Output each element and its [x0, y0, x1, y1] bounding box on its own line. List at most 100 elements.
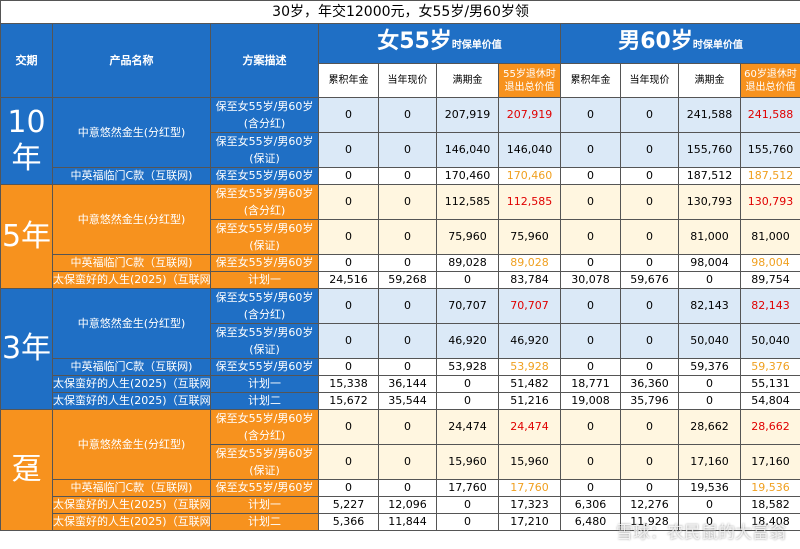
table-row: 10年 中意悠然金生(分红型) 保至女55岁/男60岁(含分红) 0 0 207,919 2… — [0, 97, 800, 185]
value-cell: 0 — [560, 444, 621, 480]
table-row: 保至女55岁/男60岁(保证) 0 0 46,920 46,920 0 0 50,040 50,… — [1, 323, 800, 359]
value-cell: 155,760 — [739, 132, 800, 168]
table-row: 中英福临门C款（互联网) 保至女55岁/男60岁 0 0 53,928 53,928 0 0 5… — [1, 358, 800, 376]
value-cell: 89,028 — [498, 254, 561, 272]
value-cell: 0 — [436, 271, 499, 289]
header-term: 交期 — [0, 23, 53, 98]
value-cell: 82,143 — [678, 288, 741, 324]
product-cell: 中意悠然金生(分红型) — [52, 184, 211, 255]
value-cell: 15,672 — [318, 392, 379, 410]
comparison-table: 30岁，年交12000元，女55岁/男60岁领 交期 产品名称 方案描述 女55… — [0, 0, 800, 531]
value-cell: 0 — [560, 479, 621, 497]
value-cell: 0 — [436, 392, 499, 410]
plan-cell: 保至女55岁/男60岁 — [210, 167, 319, 185]
value-cell: 170,460 — [498, 167, 561, 185]
value-cell: 130,793 — [739, 184, 800, 220]
value-cell: 0 — [378, 288, 437, 324]
value-cell: 207,919 — [436, 97, 499, 133]
value-cell: 12,276 — [620, 496, 679, 514]
value-cell: 17,760 — [498, 479, 561, 497]
value-cell: 0 — [620, 288, 679, 324]
table-row: 太保蛮好的人生(2025)（互联网) 计划二 15,672 35,544 0 51,216… — [1, 392, 800, 410]
product-cell: 中意悠然金生(分红型) — [52, 97, 211, 168]
value-cell: 241,588 — [739, 97, 800, 133]
header-plan: 方案描述 — [210, 23, 319, 98]
plan-cell: 保至女55岁/男60岁(含分红) — [210, 409, 319, 445]
product-cell: 太保蛮好的人生(2025)（互联网) — [52, 496, 211, 514]
plan-cell: 计划一 — [210, 271, 319, 289]
value-cell: 46,920 — [498, 323, 561, 359]
value-cell: 0 — [620, 323, 679, 359]
value-cell: 0 — [318, 288, 379, 324]
value-cell: 0 — [318, 323, 379, 359]
table-row: 5年 中意悠然金生(分红型) 保至女55岁/男60岁(含分红) 0 0 112,585 11… — [0, 184, 800, 289]
value-cell: 0 — [378, 219, 437, 255]
value-cell: 0 — [560, 167, 621, 185]
value-cell: 15,338 — [318, 375, 379, 393]
value-cell: 30,078 — [560, 271, 621, 289]
value-cell: 0 — [378, 132, 437, 168]
value-cell: 6,306 — [560, 496, 621, 514]
value-cell: 59,268 — [378, 271, 437, 289]
col-header: 累积年金 — [560, 63, 621, 98]
value-cell: 0 — [560, 97, 621, 133]
value-cell: 11,844 — [378, 513, 437, 531]
product-cell: 太保蛮好的人生(2025)（互联网) — [52, 271, 211, 289]
female-suffix: 时保单价值 — [451, 39, 502, 51]
value-cell: 24,516 — [318, 271, 379, 289]
value-cell: 0 — [678, 375, 741, 393]
value-cell: 11,928 — [620, 513, 679, 531]
value-cell: 0 — [620, 479, 679, 497]
value-cell: 146,040 — [498, 132, 561, 168]
value-cell: 28,662 — [739, 409, 800, 445]
value-cell: 0 — [378, 184, 437, 220]
col-header: 累积年金 — [318, 63, 379, 98]
value-cell: 24,474 — [436, 409, 499, 445]
value-cell: 0 — [378, 358, 437, 376]
value-cell: 207,919 — [498, 97, 561, 133]
male-suffix: 时保单价值 — [692, 39, 743, 51]
table-title: 30岁，年交12000元，女55岁/男60岁领 — [0, 0, 800, 24]
female-label: 女55岁 — [377, 28, 452, 54]
value-cell: 0 — [678, 271, 741, 289]
value-cell: 46,920 — [436, 323, 499, 359]
value-cell: 98,004 — [678, 254, 741, 272]
value-cell: 82,143 — [739, 288, 800, 324]
plan-cell: 保至女55岁/男60岁 — [210, 358, 319, 376]
value-cell: 17,323 — [498, 496, 561, 514]
value-cell: 35,796 — [620, 392, 679, 410]
value-cell: 0 — [436, 375, 499, 393]
value-cell: 5,227 — [318, 496, 379, 514]
value-cell: 0 — [678, 496, 741, 514]
value-cell: 19,008 — [560, 392, 621, 410]
col-header: 满期金 — [436, 63, 499, 98]
value-cell: 18,771 — [560, 375, 621, 393]
value-cell: 155,760 — [678, 132, 741, 168]
value-cell: 187,512 — [739, 167, 800, 185]
plan-cell: 保至女55岁/男60岁(含分红) — [210, 184, 319, 220]
value-cell: 19,536 — [678, 479, 741, 497]
value-cell: 51,216 — [498, 392, 561, 410]
value-cell: 0 — [560, 254, 621, 272]
value-cell: 0 — [318, 409, 379, 445]
value-cell: 0 — [378, 254, 437, 272]
value-cell: 17,760 — [436, 479, 499, 497]
value-cell: 70,707 — [436, 288, 499, 324]
value-cell: 81,000 — [678, 219, 741, 255]
value-cell: 0 — [318, 219, 379, 255]
col-header: 60岁退休时退出总价值 — [739, 63, 800, 98]
header-product: 产品名称 — [52, 23, 211, 98]
value-cell: 0 — [620, 97, 679, 133]
col-header: 当年现价 — [378, 63, 437, 98]
value-cell: 112,585 — [436, 184, 499, 220]
value-cell: 81,000 — [739, 219, 800, 255]
value-cell: 0 — [560, 219, 621, 255]
value-cell: 0 — [560, 132, 621, 168]
value-cell: 75,960 — [436, 219, 499, 255]
value-cell: 19,536 — [739, 479, 800, 497]
value-cell: 17,160 — [678, 444, 741, 480]
value-cell: 0 — [318, 184, 379, 220]
value-cell: 130,793 — [678, 184, 741, 220]
value-cell: 55,131 — [739, 375, 800, 393]
term-cell: 趸 — [0, 409, 53, 531]
